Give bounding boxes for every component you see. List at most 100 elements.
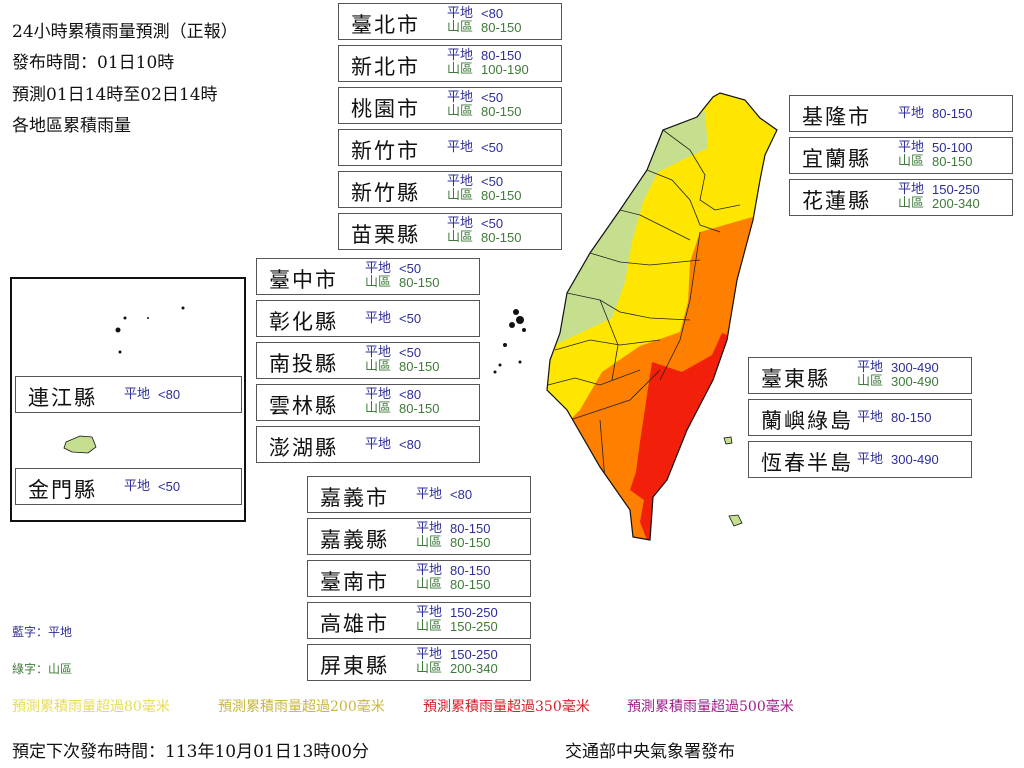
flat-value: 80-150 <box>932 106 973 121</box>
region-box: 高雄市 平地 150-250 山區 150-250 <box>307 602 531 639</box>
region-name: 金門縣 <box>28 478 97 502</box>
region-box: 臺南市 平地 80-150 山區 80-150 <box>307 560 531 597</box>
mountain-value: 80-150 <box>399 359 440 374</box>
legend-blue: 藍字：平地 <box>12 625 73 639</box>
region-name: 苗栗縣 <box>351 223 420 247</box>
region-box: 桃園市 平地 <50 山區 80-150 <box>338 87 562 124</box>
region-box: 基隆市 平地 80-150 <box>789 95 1013 132</box>
region-name: 連江縣 <box>28 386 97 410</box>
mountain-label: 山區 150-250 <box>416 620 498 634</box>
mountain-value: 300-490 <box>891 374 939 389</box>
mountain-label: 山區 80-150 <box>447 189 521 203</box>
flat-label-text: 平地 <box>124 387 151 402</box>
region-name: 新竹市 <box>351 139 420 163</box>
flat-value: 80-150 <box>891 410 932 425</box>
flat-label: 平地 <50 <box>365 262 421 276</box>
flat-label: 平地 <50 <box>124 480 180 494</box>
mountain-label: 山區 300-490 <box>857 375 939 389</box>
flat-label: 平地 80-150 <box>857 411 931 425</box>
region-name: 新竹縣 <box>351 181 420 205</box>
region-box: 宜蘭縣 平地 50-100 山區 80-150 <box>789 137 1013 174</box>
penghu-islands <box>493 309 526 374</box>
flat-label: 平地 <50 <box>447 90 503 105</box>
mountain-label-text: 山區 <box>447 230 474 245</box>
flat-label: 平地 <80 <box>447 6 503 21</box>
threshold-500: 預測累積雨量超過500毫米 <box>627 699 794 715</box>
next-issue-time: 預定下次發布時間：113年10月01日13時00分 <box>12 742 369 762</box>
mountain-label-text: 山區 <box>898 196 925 211</box>
flat-value: <50 <box>399 345 422 360</box>
flat-label-text: 平地 <box>365 437 392 452</box>
region-name: 嘉義市 <box>320 486 389 510</box>
mountain-label: 山區 80-150 <box>416 536 490 550</box>
mountain-label: 山區 80-150 <box>365 360 439 374</box>
flat-value: <80 <box>481 6 504 21</box>
threshold-200: 預測累積雨量超過200毫米 <box>218 699 385 715</box>
mountain-label-text: 山區 <box>365 401 392 416</box>
flat-label: 平地 80-150 <box>416 522 490 536</box>
subtitle: 各地區累積雨量 <box>12 116 131 136</box>
mountain-label: 山區 80-150 <box>365 276 439 290</box>
mountain-value: 80-150 <box>932 154 973 169</box>
flat-label: 平地 <50 <box>447 216 503 231</box>
region-box: 臺北市 平地 <80 山區 80-150 <box>338 3 562 40</box>
flat-label-text: 平地 <box>447 90 474 105</box>
flat-label: 平地 150-250 <box>898 183 980 197</box>
flat-label-text: 平地 <box>365 345 392 360</box>
region-box: 花蓮縣 平地 150-250 山區 200-340 <box>789 179 1013 216</box>
flat-label: 平地 <80 <box>416 488 472 502</box>
mountain-label: 山區 80-150 <box>898 155 972 169</box>
flat-label-text: 平地 <box>447 216 474 231</box>
flat-label: 平地 80-150 <box>416 563 490 578</box>
threshold-350: 預測累積雨量超過350毫米 <box>423 699 590 715</box>
region-name: 雲林縣 <box>269 394 338 418</box>
issue-time: 發布時間：01日10時 <box>12 53 175 73</box>
flat-label: 平地 150-250 <box>416 648 498 662</box>
flat-label: 平地 <80 <box>124 387 180 402</box>
flat-value: 150-250 <box>932 182 980 197</box>
mountain-label-text: 山區 <box>447 62 474 77</box>
region-box: 臺東縣 平地 300-490 山區 300-490 <box>748 357 972 394</box>
flat-label: 平地 <80 <box>365 388 421 402</box>
flat-value: <50 <box>399 311 422 326</box>
mountain-label: 山區 80-150 <box>447 230 521 245</box>
county-borders <box>547 129 741 501</box>
matsu-islands <box>115 306 185 354</box>
mountain-value: 200-340 <box>932 196 980 211</box>
region-name: 臺中市 <box>269 268 338 292</box>
flat-value: <50 <box>481 140 504 155</box>
mountain-value: 80-150 <box>399 401 440 416</box>
region-name: 桃園市 <box>351 97 420 121</box>
flat-label-text: 平地 <box>416 605 443 620</box>
flat-label: 平地 300-490 <box>857 361 939 375</box>
offshore-islands-inset <box>10 277 246 522</box>
region-box: 嘉義市 平地 <80 <box>307 476 531 513</box>
flat-value: <80 <box>399 437 422 452</box>
flat-label-text: 平地 <box>447 6 474 21</box>
flat-value: <50 <box>158 479 181 494</box>
mountain-label: 山區 80-150 <box>416 578 490 592</box>
mountain-label: 山區 200-340 <box>898 196 980 211</box>
flat-label-text: 平地 <box>898 106 925 121</box>
mountain-value: 200-340 <box>450 661 498 676</box>
flat-value: 80-150 <box>481 48 522 63</box>
mountain-label: 山區 200-340 <box>416 662 498 676</box>
flat-value: 300-490 <box>891 360 939 375</box>
flat-value: 150-250 <box>450 647 498 662</box>
mountain-value: 80-150 <box>481 104 522 119</box>
title: 24小時累積雨量預測（正報） <box>12 22 238 42</box>
flat-label: 平地 150-250 <box>416 605 498 620</box>
legend-green: 綠字：山區 <box>12 662 73 676</box>
flat-label-text: 平地 <box>416 563 443 578</box>
mountain-value: 80-150 <box>399 275 440 290</box>
mountain-value: 80-150 <box>450 577 491 592</box>
mountain-value: 100-190 <box>481 62 529 77</box>
region-box: 連江縣 平地 <80 <box>15 376 242 413</box>
flat-value: <50 <box>399 261 422 276</box>
flat-label-text: 平地 <box>447 48 474 63</box>
flat-value: 300-490 <box>891 452 939 467</box>
mountain-value: 80-150 <box>481 20 522 35</box>
region-box: 恆春半島 平地 300-490 <box>748 441 972 478</box>
region-name: 宜蘭縣 <box>802 147 871 171</box>
